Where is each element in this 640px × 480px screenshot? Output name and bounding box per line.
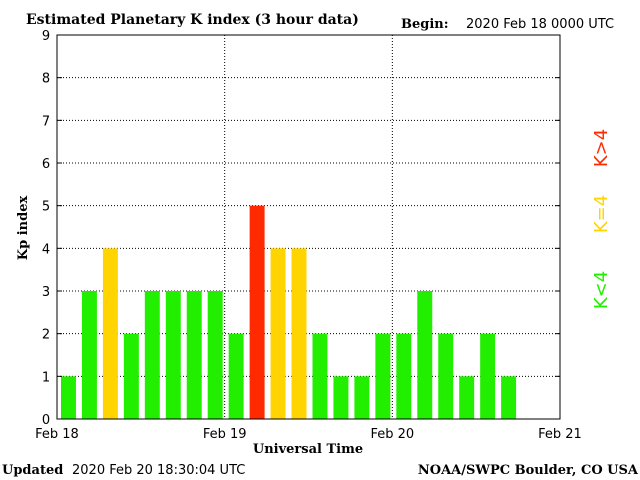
kp-bar: [144, 291, 160, 419]
kp-bar: [417, 291, 433, 419]
grid-lines: [57, 35, 560, 419]
kp-bar: [312, 333, 328, 419]
kp-bar: [207, 291, 223, 419]
y-tick-label: 8: [42, 72, 50, 87]
y-tick-label: 7: [42, 114, 50, 129]
updated-value: 2020 Feb 20 18:30:04 UTC: [72, 463, 245, 478]
y-axis-title: Kp index: [16, 196, 31, 261]
kp-bar: [165, 291, 181, 419]
source-credit: NOAA/SWPC Boulder, CO USA: [418, 463, 639, 478]
y-tick-label: 5: [42, 200, 50, 215]
updated-label: Updated: [2, 463, 63, 478]
kp-bar: [354, 376, 370, 419]
x-tick-label: Feb 19: [203, 427, 247, 442]
x-tick-label: Feb 21: [538, 427, 582, 442]
kp-bar: [249, 205, 265, 419]
legend-below: K<4: [591, 271, 612, 309]
kp-bar: [333, 376, 349, 419]
kp-bar: [438, 333, 454, 419]
chart-title: Estimated Planetary K index (3 hour data…: [26, 12, 359, 28]
begin-value: 2020 Feb 18 0000 UTC: [466, 17, 614, 32]
x-axis-title: Universal Time: [253, 442, 363, 457]
kp-bar: [102, 248, 118, 419]
y-tick-label: 1: [42, 370, 50, 385]
kp-bar: [480, 333, 496, 419]
kp-bar: [123, 333, 139, 419]
y-axis-ticks: 0 1 2 3 4 5 6 7 8 9: [42, 29, 560, 428]
kp-bar: [61, 376, 76, 419]
y-tick-label: 2: [42, 328, 50, 343]
kp-bar: [270, 248, 286, 419]
legend-above: K>4: [591, 129, 612, 167]
y-tick-label: 6: [42, 157, 50, 172]
kp-bar: [396, 333, 412, 419]
kp-bar: [186, 291, 202, 419]
kp-bar: [228, 333, 244, 419]
bars: [61, 205, 517, 419]
kp-bar: [459, 376, 475, 419]
begin-label: Begin:: [401, 17, 449, 32]
y-tick-label: 0: [42, 413, 50, 428]
kp-bar: [81, 291, 97, 419]
plot-frame: [56, 34, 561, 420]
kp-bar: [291, 248, 307, 419]
legend-equal: K=4: [591, 195, 612, 233]
x-axis-ticks: Feb 18 Feb 19 Feb 20 Feb 21: [35, 427, 582, 442]
kp-bar: [375, 333, 391, 419]
x-tick-label: Feb 18: [35, 427, 79, 442]
y-tick-label: 9: [42, 29, 50, 44]
y-tick-label: 4: [42, 242, 50, 257]
x-tick-label: Feb 20: [370, 427, 414, 442]
kp-bar: [501, 376, 517, 419]
y-tick-label: 3: [42, 285, 50, 300]
